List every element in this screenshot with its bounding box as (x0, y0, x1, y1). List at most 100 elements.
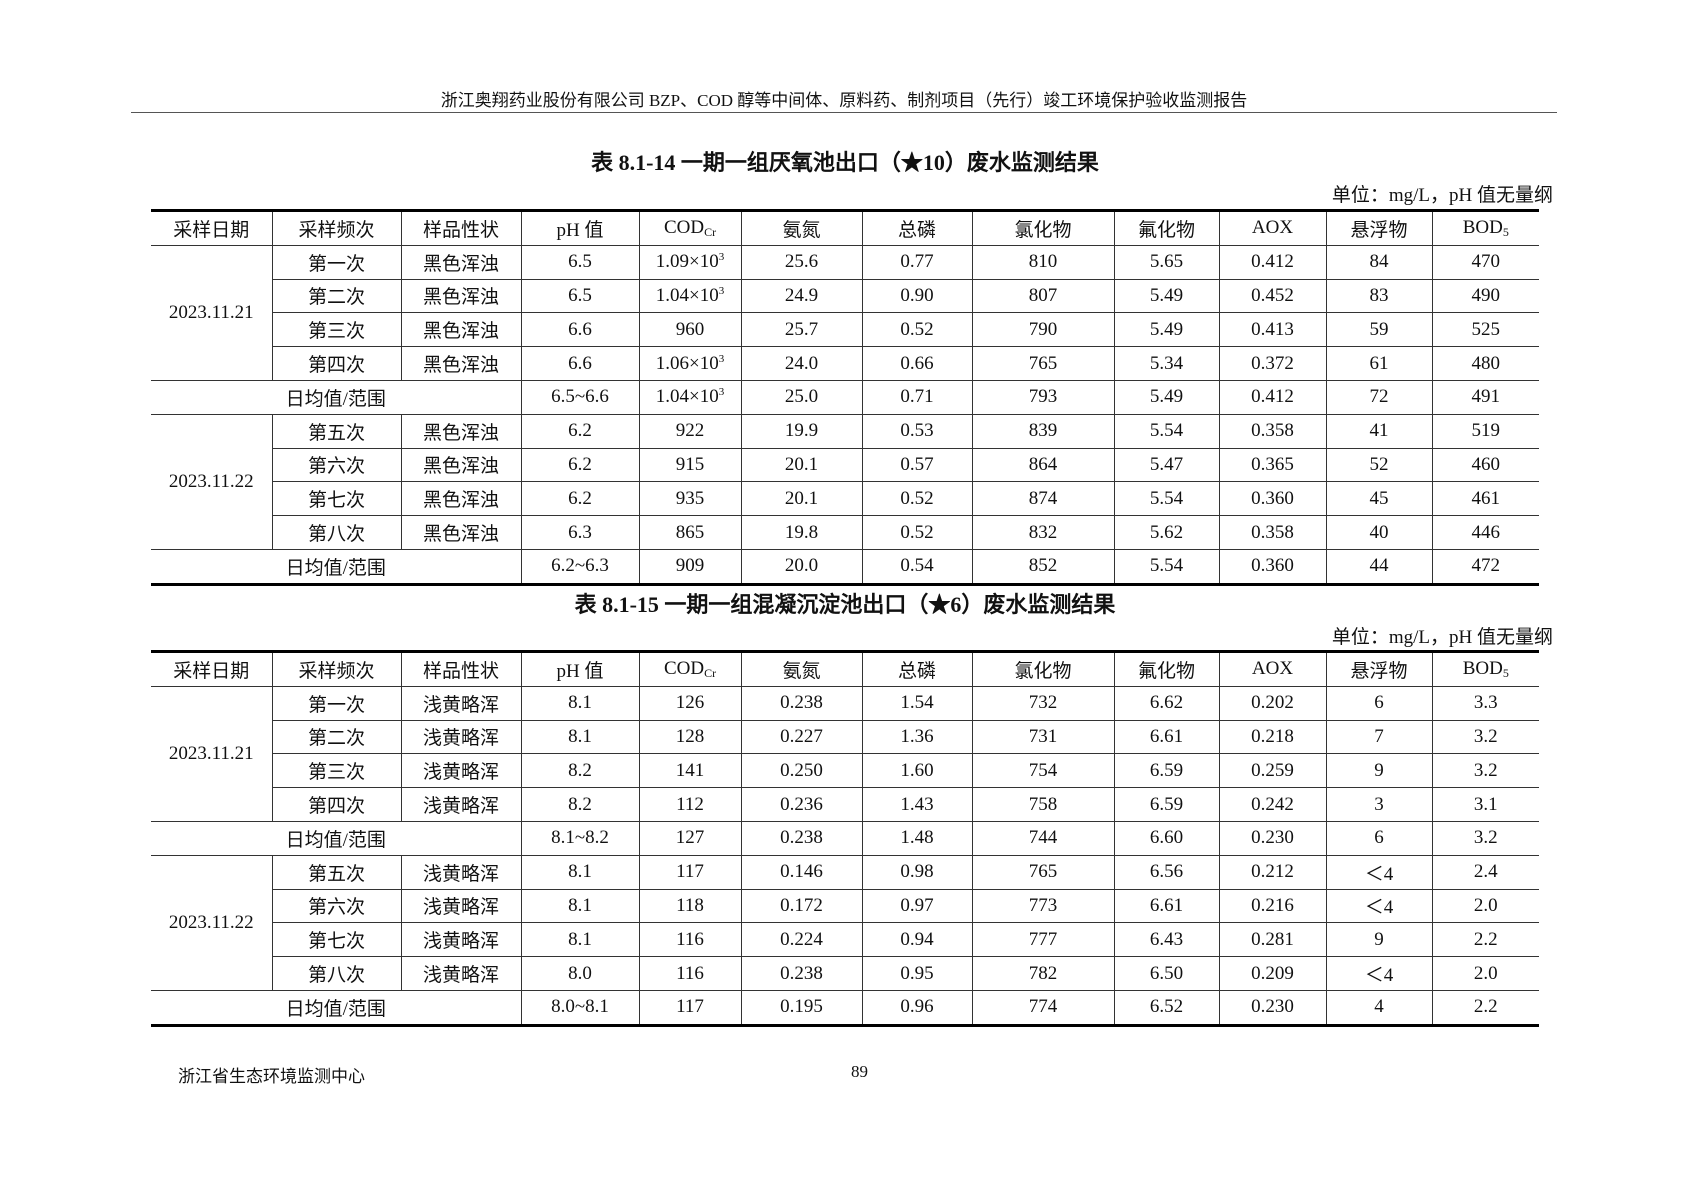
table-cell: 6.2 (520, 447, 640, 483)
summary-cell: 20.0 (740, 548, 863, 585)
summary-cell: 1.48 (861, 820, 973, 856)
table-cell: 765 (971, 346, 1115, 381)
column-header-text: 氯化物 (1014, 660, 1072, 682)
summary-cell: 0.71 (861, 379, 973, 415)
summary-cell: 5.49 (1113, 379, 1220, 415)
table-cell: 25.7 (740, 312, 863, 348)
table-cell: 0.57 (861, 447, 973, 483)
table-cell: 41 (1325, 413, 1433, 449)
summary-cell: 3.2 (1431, 820, 1539, 856)
table-cell: 0.413 (1218, 312, 1327, 348)
column-header: 样品性状 (400, 651, 522, 687)
summary-cell: 1.04×103 (638, 379, 742, 415)
table-cell: 0.238 (740, 685, 863, 721)
summary-cell: 117 (638, 989, 742, 1026)
table-cell: 黑色浑浊 (400, 244, 522, 280)
table-cell: 20.1 (740, 447, 863, 483)
cell-exponent: 3 (718, 352, 725, 365)
column-header-subscript: Cr (704, 224, 717, 239)
cell-base: 1.04×10 (655, 284, 719, 306)
table-cell: 141 (638, 753, 742, 789)
table-cell: 6.59 (1113, 787, 1220, 822)
table-cell: 第三次 (272, 312, 402, 348)
table-cell: 第一次 (271, 685, 402, 721)
table-cell: 浅黄略浑 (400, 854, 522, 890)
footer-organization: 浙江省生态环境监测中心 (178, 1067, 365, 1086)
summary-row: 日均值/范围 6.5~6.6 1.04×103 25.0 0.71 793 5.49 0.41… (151, 379, 1539, 415)
table-cell: 黑色浑浊 (400, 481, 522, 517)
table-cell: 865 (638, 515, 742, 550)
table-cell: 0.66 (861, 346, 973, 381)
table-cell: 浅黄略浑 (400, 922, 522, 958)
table-cell: 0.238 (740, 956, 863, 991)
table-cell: 777 (971, 922, 1115, 958)
table-cell: 第三次 (272, 753, 402, 789)
summary-cell: 472 (1431, 548, 1539, 585)
table-row: 第七次 黑色浑浊 6.2 935 20.1 0.52 874 5.54 0.360 45 461 (151, 481, 1539, 517)
table-cell: 758 (971, 787, 1115, 822)
column-header: 采样频次 (271, 210, 402, 246)
column-header: AOX (1218, 210, 1327, 246)
table-title-1: 表 8.1-14 一期一组厌氧池出口（★10）废水监测结果 (591, 150, 1099, 175)
table-cell: 519 (1431, 413, 1539, 449)
table-cell: 61 (1325, 346, 1433, 381)
table-cell: 第二次 (272, 719, 402, 755)
summary-cell: 5.54 (1113, 548, 1220, 585)
table-cell: 0.242 (1218, 787, 1327, 822)
table-cell: 浅黄略浑 (400, 888, 522, 924)
summary-cell: 0.412 (1218, 379, 1327, 415)
table-cell: 浅黄略浑 (400, 753, 522, 789)
table-cell: 0.172 (740, 888, 863, 924)
table-cell: 24.0 (740, 346, 863, 381)
column-header-text: 悬浮物 (1350, 219, 1408, 241)
summary-cell: 852 (971, 548, 1115, 585)
table-cell: 第六次 (272, 447, 402, 483)
table-cell: 525 (1431, 312, 1539, 348)
table-cell: 1.09×103 (638, 244, 742, 280)
table-cell: 116 (638, 922, 742, 958)
column-header: 采样日期 (151, 210, 273, 246)
table-cell: 0.94 (861, 922, 973, 958)
table-row: 2023.11.22 第五次 浅黄略浑 8.1 117 0.146 0.98 765 6.56 0… (151, 854, 1539, 991)
column-header-text: BOD (1462, 216, 1503, 238)
table-cell: 浅黄略浑 (400, 685, 522, 721)
table-cell: 0.372 (1218, 346, 1327, 381)
table-cell: 59 (1325, 312, 1433, 348)
table-cell: 浅黄略浑 (400, 719, 522, 755)
table-cell: 浅黄略浑 (400, 956, 522, 991)
sampling-date: 2023.11.22 (151, 854, 273, 991)
column-header-text: 采样频次 (298, 219, 375, 241)
table-cell: 470 (1431, 244, 1539, 280)
column-header-text: 氟化物 (1137, 660, 1195, 682)
summary-cell: 0.230 (1218, 989, 1327, 1026)
sampling-date: 2023.11.21 (151, 244, 273, 381)
cell-exponent: 3 (718, 284, 725, 297)
table-cell: 9 (1325, 753, 1433, 789)
sampling-date: 2023.11.21 (151, 685, 273, 822)
table-cell: 6.59 (1113, 753, 1220, 789)
table-cell: 116 (638, 956, 742, 991)
table-cell: 0.53 (861, 413, 973, 449)
table-row: 第八次 黑色浑浊 6.3 865 19.8 0.52 832 5.62 0.358 40 446 (151, 515, 1539, 550)
table-cell: 0.224 (740, 922, 863, 958)
table-cell: 2.0 (1431, 888, 1539, 924)
table-row: 第二次 浅黄略浑 8.1 128 0.227 1.36 731 6.61 0.218 7 3.2 (151, 719, 1539, 755)
table-cell: 黑色浑浊 (400, 346, 522, 381)
table-cell: 0.209 (1218, 956, 1327, 991)
table-cell: 19.9 (740, 413, 863, 449)
column-header-text: 采样日期 (173, 660, 250, 682)
table-cell: 第八次 (272, 515, 402, 550)
column-header-text: 总磷 (897, 660, 936, 682)
table-cell: 第一次 (271, 244, 402, 280)
summary-cell: 2.2 (1431, 989, 1539, 1026)
column-header: 氯化物 (971, 210, 1115, 246)
table-cell: 8.2 (520, 787, 640, 822)
table-cell: 0.412 (1218, 244, 1327, 280)
table-cell: 0.95 (861, 956, 973, 991)
column-header-text: AOX (1251, 658, 1294, 680)
cell-base: 1.09×10 (655, 251, 719, 273)
table-cell: 0.98 (861, 854, 973, 890)
table-cell: 0.52 (861, 481, 973, 517)
table-cell: 黑色浑浊 (400, 312, 522, 348)
table-cell: 6 (1325, 685, 1433, 721)
